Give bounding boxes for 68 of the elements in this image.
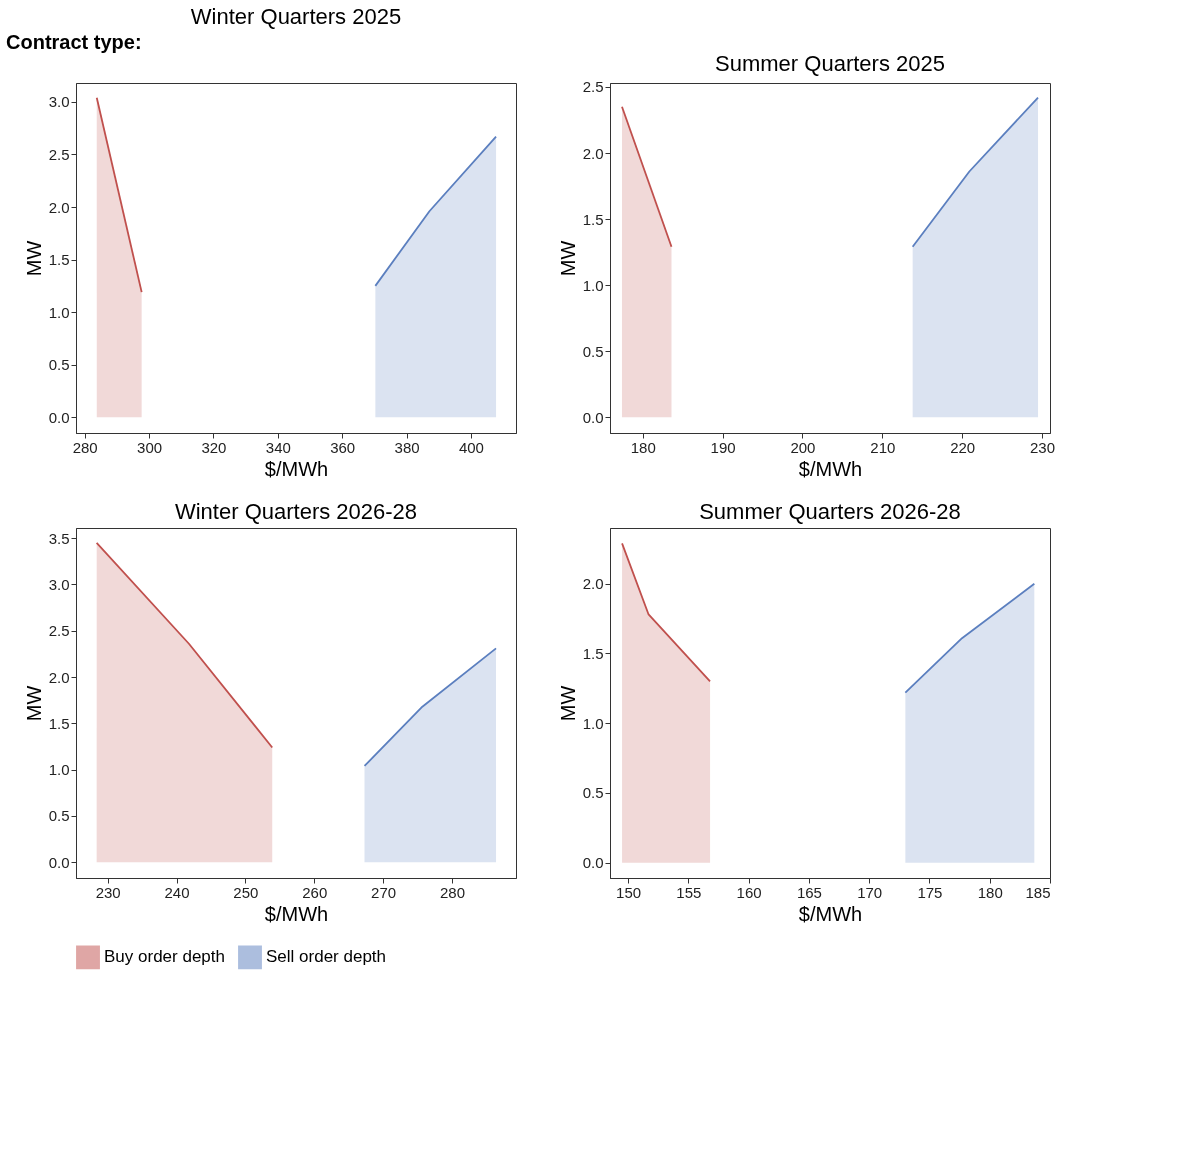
y-tick-label: 2.5 xyxy=(582,78,604,96)
y-tick-label: 0.5 xyxy=(582,784,604,802)
y-axis-title: MW xyxy=(556,685,579,722)
x-tick-label: 165 xyxy=(796,883,822,901)
x-tick-label: 200 xyxy=(790,438,816,456)
y-tick-label: 1.0 xyxy=(48,303,70,321)
x-axis-title: $/MWh xyxy=(798,902,863,925)
y-tick-label: 1.0 xyxy=(582,276,604,294)
chart-title: Summer Quarters 2026-28 xyxy=(699,499,961,524)
x-tick-label: 400 xyxy=(458,438,484,456)
x-tick-label: 250 xyxy=(233,883,259,901)
x-tick-label: 340 xyxy=(265,438,291,456)
x-tick-label: 380 xyxy=(394,438,420,456)
chart-title: Summer Quarters 2025 xyxy=(715,50,945,76)
x-axis-title: $/MWh xyxy=(264,457,329,480)
x-tick-label: 160 xyxy=(736,883,762,901)
x-tick-label: 320 xyxy=(201,438,227,456)
y-axis-title: MW xyxy=(556,240,579,277)
x-tick-label: 270 xyxy=(371,883,397,901)
y-tick-label: 3.0 xyxy=(48,93,70,111)
y-tick-label: 3.0 xyxy=(48,575,70,593)
x-tick-label: 260 xyxy=(302,883,328,901)
x-tick-label: 360 xyxy=(330,438,356,456)
x-tick-label: 190 xyxy=(710,438,736,456)
y-tick-label: 2.0 xyxy=(48,668,70,686)
x-tick-label: 280 xyxy=(439,883,465,901)
y-tick-label: 0.0 xyxy=(582,854,604,872)
x-axis-title: $/MWh xyxy=(798,457,863,480)
x-tick-label: 170 xyxy=(857,883,883,901)
y-tick-label: 2.0 xyxy=(582,575,604,593)
x-tick-label: 230 xyxy=(1030,438,1056,456)
text: Contract type: xyxy=(6,31,142,53)
y-tick-label: 2.0 xyxy=(48,198,70,216)
y-tick-label: 1.5 xyxy=(48,251,70,269)
x-tick-label: 210 xyxy=(870,438,896,456)
chart-title: Winter Quarters 2026-28 xyxy=(174,499,418,524)
y-tick-label: 0.0 xyxy=(582,408,604,426)
x-tick-label: 180 xyxy=(630,438,656,456)
y-axis-title: MW xyxy=(22,685,45,722)
y-axis-title: MW xyxy=(22,240,45,277)
x-tick-label: 300 xyxy=(137,438,163,456)
chart-title: Winter Quarters 2025 xyxy=(190,4,402,29)
y-tick-label: 0.0 xyxy=(48,408,70,426)
y-tick-label: 1.5 xyxy=(582,645,604,662)
y-tick-label: 1.5 xyxy=(48,714,70,732)
x-tick-label: 280 xyxy=(72,438,98,456)
legend-label: Sell order depth xyxy=(266,947,387,967)
y-tick-label: 0.5 xyxy=(582,342,604,360)
x-tick-label: 230 xyxy=(95,883,121,901)
y-tick-label: 0.5 xyxy=(48,356,70,374)
y-tick-label: 2.5 xyxy=(48,145,70,163)
y-tick-label: 3.5 xyxy=(48,529,70,547)
x-tick-label: 185 xyxy=(1025,883,1051,901)
y-tick-label: 1.0 xyxy=(582,714,604,732)
y-tick-label: 1.0 xyxy=(48,761,70,779)
x-tick-label: 220 xyxy=(950,438,976,456)
x-tick-label: 150 xyxy=(616,883,642,901)
y-tick-label: 2.5 xyxy=(48,622,70,640)
x-tick-label: 155 xyxy=(676,883,702,901)
legend-label: Buy order depth xyxy=(104,947,225,967)
x-tick-label: 175 xyxy=(917,883,943,901)
y-tick-label: 0.0 xyxy=(48,853,70,871)
x-tick-label: 180 xyxy=(977,883,1003,901)
y-tick-label: 0.5 xyxy=(48,807,70,825)
y-tick-label: 1.5 xyxy=(582,210,604,228)
y-tick-label: 2.0 xyxy=(582,144,604,162)
x-axis-title: $/MWh xyxy=(264,902,329,925)
x-tick-label: 240 xyxy=(164,883,190,901)
